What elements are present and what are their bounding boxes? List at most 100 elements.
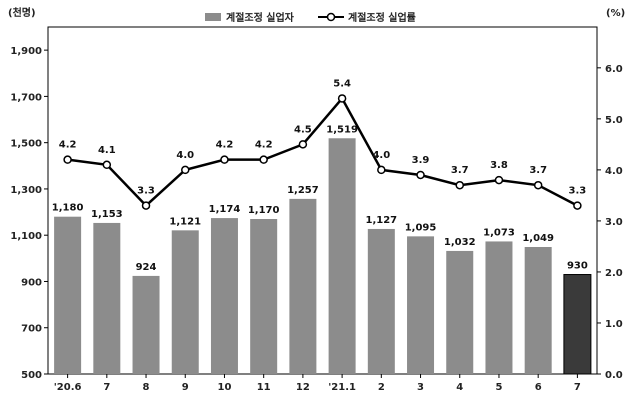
line-value-label: 3.7 [451, 165, 469, 176]
bar-value-labels: 1,180 1,153 924 1,121 1,174 1,170 1,257 1,519 1,… [52, 124, 588, 273]
line-point [298, 140, 308, 149]
bar-value-label: 1,121 [169, 216, 201, 227]
left-axis-tick-label: 1,300 [10, 185, 42, 196]
bar-value-label: 1,153 [91, 209, 123, 220]
bar-value-label: 1,257 [287, 185, 319, 196]
left-axis-tick-label: 1,500 [10, 139, 42, 150]
line-series [63, 94, 582, 210]
line-point [337, 94, 347, 103]
bar [54, 216, 82, 374]
x-axis-tick-label: '21.1 [328, 382, 356, 393]
right-axis-unit: (%) [606, 8, 625, 19]
bar-value-label: 1,073 [483, 227, 515, 238]
bar-series [54, 138, 592, 375]
bar [250, 219, 278, 374]
x-axis-tick-label: 12 [296, 382, 310, 393]
line-value-labels: 4.2 4.1 3.3 4.0 4.2 4.2 4.5 5.4 4.0 3.9 3.7 3.8 3.7 3… [59, 78, 587, 196]
x-axis-tick-label: 10 [218, 382, 232, 393]
x-axis-tick-label: 9 [182, 382, 189, 393]
left-axis-tick-label: 1,900 [10, 46, 42, 57]
left-axis-unit: (천명) [8, 6, 36, 19]
line-value-label: 3.9 [412, 155, 430, 166]
bar [485, 241, 513, 374]
x-axis-tick-label: 2 [378, 382, 385, 393]
right-axis-tick-label: 6.0 [605, 64, 623, 75]
line-value-label: 4.5 [294, 124, 312, 135]
right-axis-tick-label: 3.0 [605, 217, 623, 228]
legend-line-marker [326, 12, 336, 22]
x-axis-tick-label: 8 [143, 382, 150, 393]
line-value-label: 4.2 [255, 140, 273, 151]
plot-frame [47, 26, 598, 375]
right-axis-tick-label: 0.0 [605, 370, 623, 381]
bar [93, 222, 121, 374]
right-axis-tick-label: 2.0 [605, 268, 623, 279]
x-axis-tick-label: 6 [535, 382, 542, 393]
bar-value-label: 1,049 [522, 233, 554, 244]
line-point [377, 165, 386, 175]
x-axis-tick-label: 5 [495, 382, 502, 393]
legend-line-label: 계절조정 실업률 [348, 11, 416, 24]
bar [210, 218, 238, 374]
bar-value-label: 924 [136, 262, 157, 273]
x-axis-tick-label: 7 [103, 382, 110, 393]
x-axis-tick-label: '20.6 [54, 382, 82, 393]
bar [132, 275, 160, 374]
right-axis-tick-label: 5.0 [605, 115, 623, 126]
line-point [416, 170, 425, 180]
line-point [102, 160, 112, 170]
bar-value-label: 1,519 [326, 124, 358, 135]
line-value-label: 3.3 [137, 186, 155, 197]
line-value-label: 4.2 [59, 140, 77, 151]
line-value-label: 4.2 [216, 140, 234, 151]
bar [407, 236, 435, 374]
line-point [259, 155, 268, 164]
bar-value-label: 1,170 [248, 205, 280, 216]
line-point [533, 180, 543, 190]
line-point [455, 180, 464, 190]
line-point [141, 201, 151, 210]
line-value-label: 4.1 [98, 145, 116, 156]
legend-bar-swatch [205, 13, 221, 21]
bar-value-label: 1,095 [405, 222, 437, 233]
line-value-label: 3.7 [529, 165, 547, 176]
legend: 계절조정 실업자 계절조정 실업률 [205, 11, 416, 24]
bar [563, 274, 592, 375]
line-value-label: 4.0 [176, 150, 194, 161]
bar-value-label: 1,127 [366, 215, 398, 226]
bar [524, 246, 552, 374]
left-axis-tick-label: 900 [21, 277, 42, 288]
bar [328, 138, 356, 374]
x-axis-tick-label: 3 [417, 382, 424, 393]
bar [289, 198, 317, 374]
left-axis-tick-label: 500 [21, 370, 42, 381]
line-point [181, 165, 190, 175]
line-point [494, 175, 504, 185]
x-axis-tick-label: 11 [257, 382, 271, 393]
right-axis-tick-label: 1.0 [605, 319, 623, 330]
rate-line [67, 96, 578, 208]
bar [446, 250, 474, 374]
left-axis-tick-label: 1,100 [10, 231, 42, 242]
x-axis-tick-label: 7 [574, 382, 581, 393]
bar-value-label: 1,032 [444, 237, 476, 248]
right-axis: 0.0 1.0 2.0 3.0 4.0 5.0 6.0 [597, 64, 623, 381]
left-axis: 500 700 900 1,100 1,300 1,500 1,700 1,900 [10, 46, 48, 381]
bar-value-label: 1,180 [52, 203, 84, 214]
line-point [220, 155, 229, 164]
line-value-label: 3.3 [569, 186, 587, 197]
bar [171, 230, 199, 374]
right-axis-tick-label: 4.0 [605, 166, 623, 177]
line-point [63, 155, 72, 164]
line-value-label: 5.4 [333, 78, 351, 89]
line-value-label: 4.0 [372, 150, 390, 161]
x-axis-tick-label: 4 [456, 382, 463, 393]
bar-value-label: 1,174 [209, 204, 241, 215]
bar [367, 228, 395, 374]
legend-bar-label: 계절조정 실업자 [226, 11, 295, 24]
line-point [573, 201, 582, 210]
line-value-label: 3.8 [490, 160, 508, 171]
bar-value-label: 930 [567, 261, 588, 272]
x-axis: '20.6 7 8 9 10 11 12 '21.1 2 3 4 5 6 7 [54, 374, 581, 393]
